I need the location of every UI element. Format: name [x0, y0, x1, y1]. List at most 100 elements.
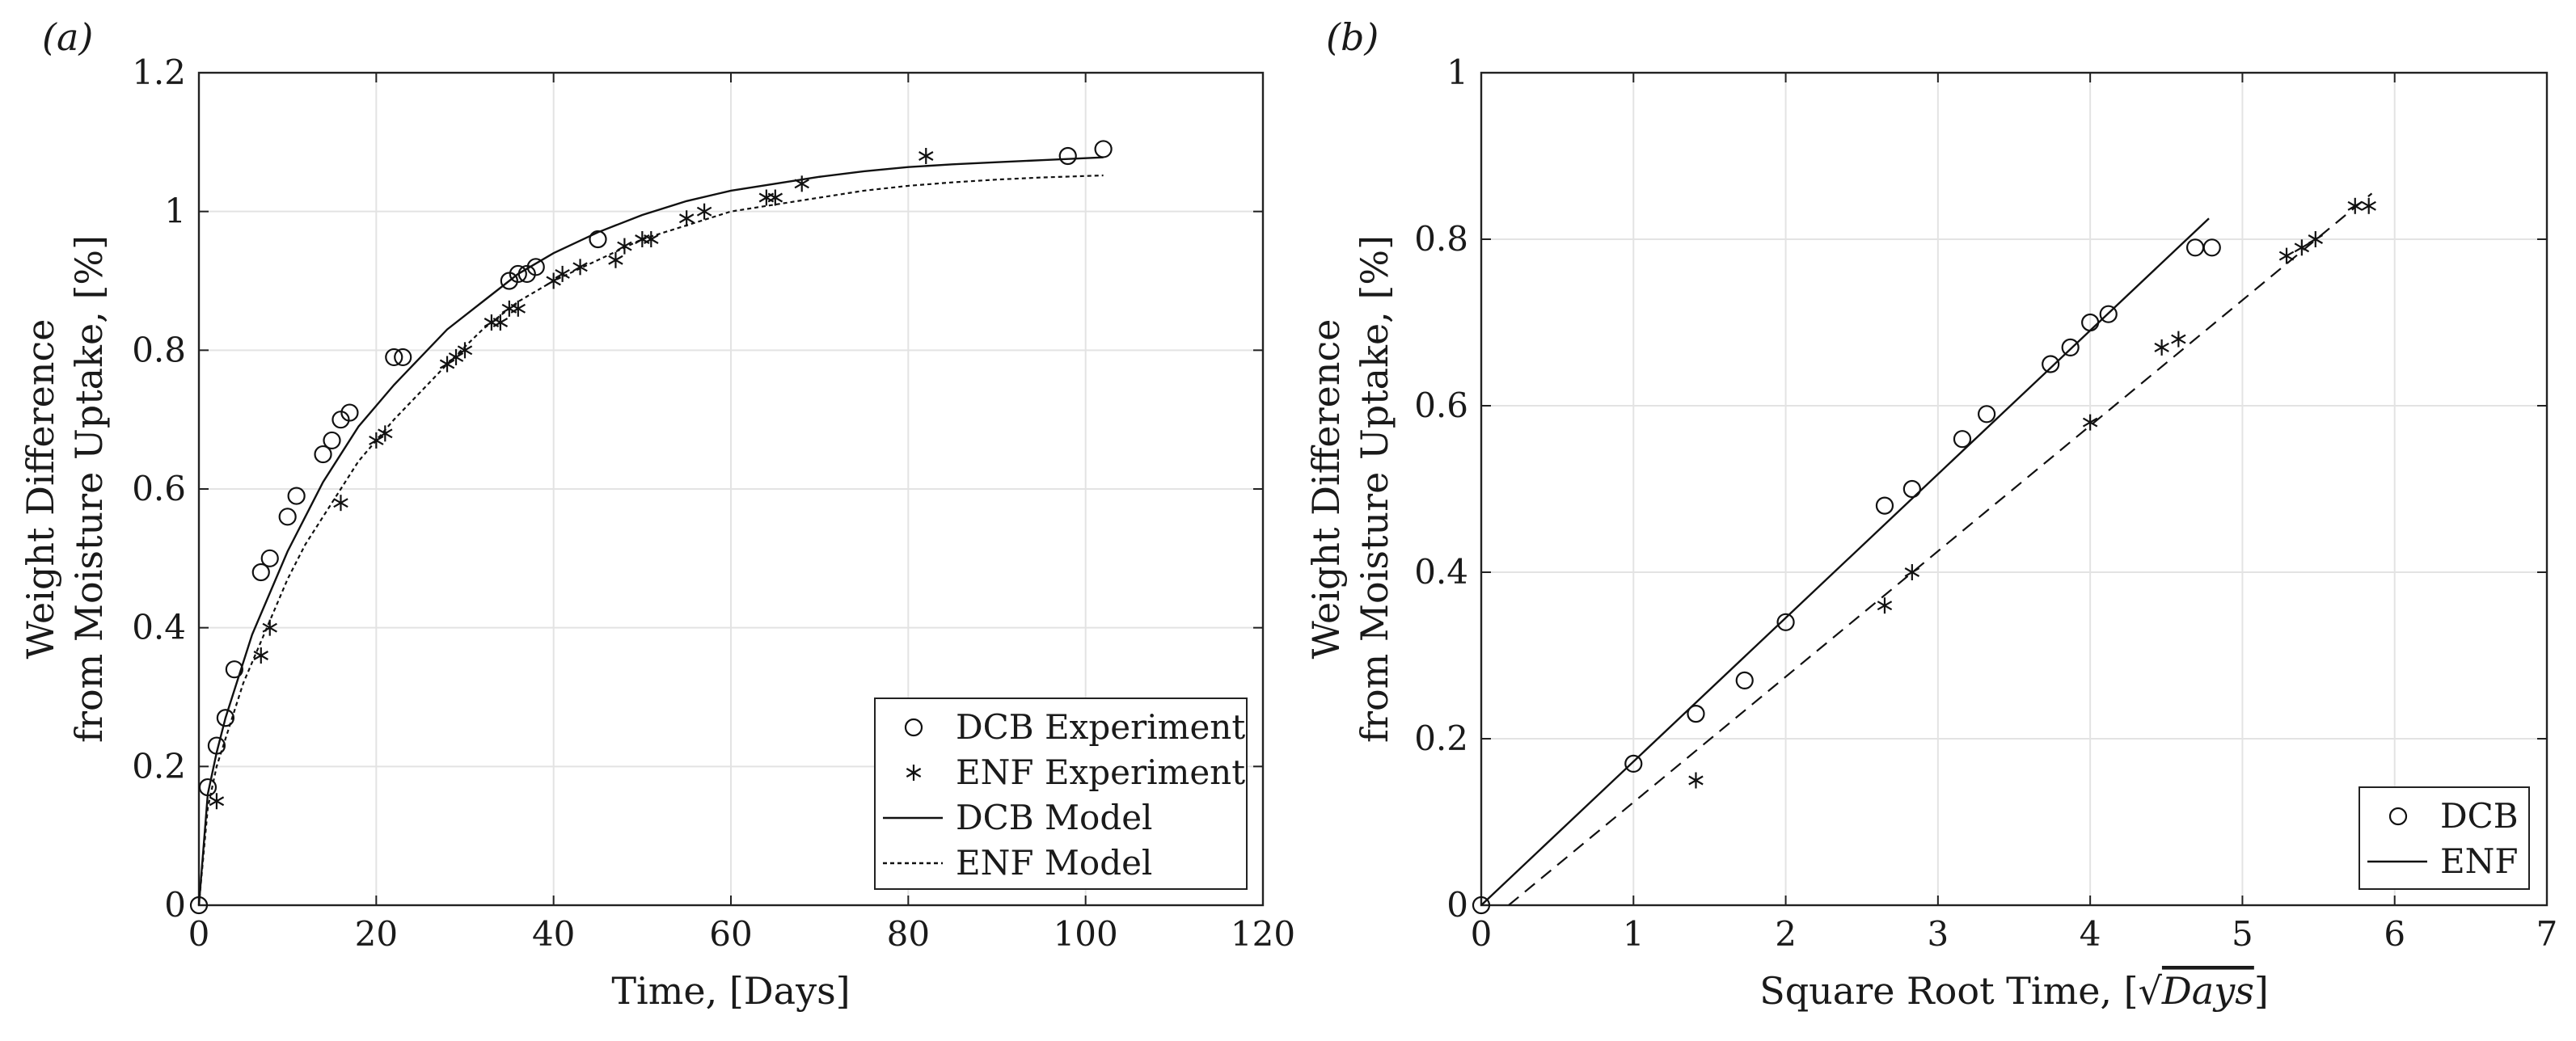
sqrt-symbol: √	[2139, 969, 2163, 1013]
series-enf-experiment-point	[253, 647, 268, 664]
series-enf-markers-point-stroke	[2154, 342, 2169, 352]
legend-label: DCB	[2440, 796, 2519, 836]
series-enf-experiment-point	[696, 203, 712, 220]
series-dcb-point	[2042, 355, 2060, 373]
y-tick-label: 0.8	[132, 330, 186, 369]
series-enf-experiment-point	[644, 231, 659, 247]
legend-label: ENF Model	[956, 843, 1152, 883]
legend: DCB ENF	[2359, 786, 2530, 890]
x-tick-label: 60	[709, 914, 752, 954]
series-enf-experiment-point	[572, 259, 588, 276]
x-axis-label: Time, [Days]	[611, 969, 850, 1013]
x-tick-label: 5	[2232, 914, 2253, 954]
series-dcb-experiment-point	[260, 549, 279, 567]
legend-marker	[2388, 807, 2408, 826]
series-enf-experiment-point	[457, 342, 473, 359]
x-tick-label: 1	[1623, 914, 1645, 954]
series-enf-experiment-point-stroke	[510, 303, 526, 314]
series-dcb-point	[1875, 496, 1894, 515]
series-enf-experiment-point-stroke	[767, 192, 783, 203]
x-tick-label: 100	[1054, 914, 1118, 954]
panel-label: (a)	[42, 15, 93, 59]
x-tick-label: 80	[887, 914, 930, 954]
series-dcb-point	[1735, 671, 1754, 690]
y-axis-label-line2: from Moisture Uptake, [%]	[1353, 235, 1396, 743]
series-enf-experiment-point	[555, 265, 570, 282]
series-enf-experiment-point-stroke	[608, 255, 623, 265]
y-tick-label: 0.4	[132, 608, 186, 647]
series-dcb-point	[1472, 896, 1491, 915]
series-enf-experiment-point	[439, 356, 455, 373]
series-enf-experiment-point	[617, 238, 632, 255]
series-enf-markers-point-stroke	[2347, 200, 2363, 211]
series-dcb-experiment-point	[1094, 140, 1113, 158]
series-dcb-point	[1953, 430, 1972, 449]
x-tick-label: 6	[2384, 914, 2405, 954]
y-tick-label: 1	[1446, 53, 1468, 92]
series-dcb-experiment-point	[314, 445, 332, 464]
series-enf-markers-point	[2294, 239, 2310, 256]
series-enf-experiment-point	[918, 148, 934, 164]
series-enf-experiment-point-stroke	[918, 151, 934, 161]
series-dcb-point	[2202, 238, 2221, 257]
legend-marker-stroke	[906, 768, 922, 778]
y-tick-label: 0.6	[1414, 386, 1468, 425]
series-enf-fit-line	[1508, 192, 2373, 906]
series-dcb-experiment-point	[225, 660, 243, 679]
series-enf-experiment-point-stroke	[617, 241, 632, 251]
y-axis-label-line1: Weight Difference	[1304, 319, 1348, 660]
y-tick-label: 0.6	[132, 469, 186, 508]
series-enf-experiment-point-stroke	[492, 318, 509, 327]
series-dcb-point	[1624, 754, 1643, 773]
series-enf-model-line	[197, 174, 1104, 906]
series-enf-experiment-point	[608, 251, 623, 268]
series-enf-experiment-point	[510, 300, 526, 317]
series-dcb-experiment-point	[251, 563, 270, 582]
series-enf-experiment-point-stroke	[378, 428, 393, 439]
series-dcb-point	[1776, 613, 1795, 631]
legend-box	[874, 698, 1248, 890]
series-enf-experiment-point-stroke	[555, 268, 570, 279]
panel-label: (b)	[1326, 15, 1379, 59]
series-dcb-point	[1902, 479, 1921, 499]
series-dcb-fit-line	[1480, 217, 2210, 906]
series-enf-markers-point	[1688, 772, 1704, 789]
series-dcb-experiment-point	[509, 264, 527, 284]
series-dcb-experiment-point	[278, 508, 297, 526]
series-enf-markers-point	[2278, 247, 2295, 264]
x-tick-label: 20	[355, 914, 398, 954]
series-dcb-experiment-point	[589, 230, 607, 249]
series-enf-experiment-point-stroke	[439, 359, 455, 369]
panel-a-chart: 0 20 40 60 80 100 120 0 0.2 0.4 0.6 0.8 1 1.2 (a) Weigh…	[19, 15, 1295, 1013]
series-dcb-point	[2099, 305, 2118, 323]
series-enf-markers-point-stroke	[1688, 775, 1704, 786]
series-dcb-experiment-point	[216, 709, 234, 727]
series-enf-markers-point-stroke	[2361, 200, 2376, 211]
y-tick-label: 0.2	[132, 746, 186, 786]
series-enf-experiment-point	[448, 348, 464, 365]
x-tick-label: 0	[1471, 914, 1493, 954]
series-dcb-experiment	[189, 140, 1113, 915]
y-tick-label: 0	[1446, 885, 1468, 925]
legend-marker	[906, 765, 922, 781]
y-axis-label-line1: Weight Difference	[19, 319, 62, 660]
x-tick-label: 7	[2536, 914, 2558, 954]
x-axis-label-days: Days	[2161, 969, 2254, 1013]
legend: DCB Experiment ENF Experiment DCB Model ENF…	[874, 698, 1248, 890]
series-enf-markers-point	[2082, 414, 2098, 431]
y-tick-label: 1.2	[132, 53, 186, 92]
series-enf-markers	[1688, 197, 2376, 789]
series-enf-experiment-point	[333, 495, 348, 512]
series-dcb-experiment-point	[323, 431, 341, 450]
series-enf-experiment-point-stroke	[209, 796, 225, 807]
series-dcb-experiment-point	[394, 348, 412, 367]
series-enf-experiment-point-stroke	[333, 498, 348, 508]
series-enf-experiment-point-stroke	[262, 622, 277, 633]
legend-label: DCB Model	[956, 798, 1153, 837]
series-enf-markers-point-stroke	[1877, 601, 1893, 611]
series-enf-markers-point-stroke	[2308, 234, 2324, 244]
y-tick-label: 0.4	[1414, 552, 1468, 592]
series-enf-experiment-point	[492, 314, 509, 331]
x-tick-label: 120	[1231, 914, 1295, 954]
